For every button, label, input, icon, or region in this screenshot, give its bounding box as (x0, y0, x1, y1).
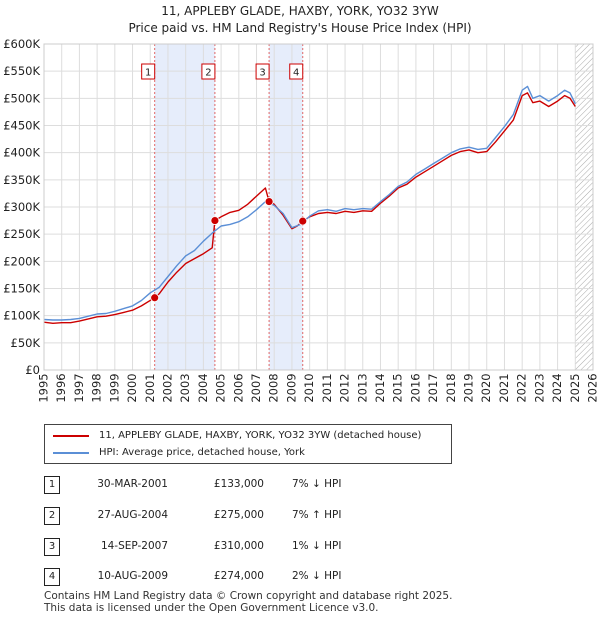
legend-swatch-property (53, 435, 89, 437)
plot-border (43, 43, 594, 371)
x-tick-label: 2024 (550, 373, 564, 402)
sale-marker-label: 4 (293, 68, 299, 79)
legend-swatch-hpi (53, 452, 89, 454)
x-tick-label: 2015 (391, 373, 405, 402)
y-tick-label: £200K (3, 254, 40, 268)
sale-price: £274,000 (213, 570, 264, 582)
sale-number-badge: 1 (44, 476, 60, 494)
sale-number-badge: 2 (44, 507, 60, 525)
y-tick-label: £350K (3, 173, 40, 187)
sale-date: 27-AUG-2004 (97, 509, 168, 521)
x-tick-label: 2002 (160, 373, 174, 402)
sale-price: £133,000 (213, 478, 264, 490)
chart-title: 11, APPLEBY GLADE, HAXBY, YORK, YO32 3YW (161, 4, 439, 18)
hpi-line (43, 85, 576, 321)
y-tick-label: £300K (3, 200, 40, 214)
sale-marker-badge (289, 63, 304, 80)
y-tick-label: £250K (3, 227, 40, 241)
y-tick-label: £100K (3, 309, 40, 323)
x-tick-label: 2020 (479, 373, 493, 402)
x-tick-label: 2012 (338, 373, 352, 402)
sale-point (298, 216, 308, 226)
y-tick-label: £50K (11, 336, 41, 350)
sale-row: 4 10-AUG-2009 £274,000 2% ↓ HPI (44, 568, 564, 586)
sale-date: 10-AUG-2009 (97, 570, 168, 582)
sale-marker-badge (255, 63, 270, 80)
x-tick-label: 2006 (231, 373, 245, 402)
sale-row: 1 30-MAR-2001 £133,000 7% ↓ HPI (44, 476, 564, 494)
sale-marker-badge (141, 63, 156, 80)
sale-hpi-diff: 7% ↓ HPI (292, 478, 342, 490)
price-chart: 11, APPLEBY GLADE, HAXBY, YORK, YO32 3YW… (3, 4, 599, 403)
sale-hpi-diff: 7% ↑ HPI (292, 509, 342, 521)
chart-legend: 11, APPLEBY GLADE, HAXBY, YORK, YO32 3YW… (44, 424, 452, 464)
x-tick-label: 2016 (408, 373, 422, 402)
plot-area: 1 2 3 4 £0 £50K £100K £150K £200K £250K £300K £350K… (3, 37, 599, 403)
footer-line-copyright: Contains HM Land Registry data © Crown c… (44, 590, 453, 602)
chart-subtitle: Price paid vs. HM Land Registry's House … (128, 21, 471, 35)
sale-number-badge: 4 (44, 568, 60, 586)
x-tick-label: 1999 (107, 373, 121, 402)
x-tick-label: 2005 (214, 373, 228, 402)
sale-marker-badge (201, 63, 216, 80)
x-tick-label: 2010 (302, 373, 316, 402)
x-tick-label: 2008 (267, 373, 281, 402)
sale-point (150, 293, 160, 303)
x-tick-label: 2018 (444, 373, 458, 402)
sale-price: £310,000 (213, 540, 264, 552)
x-tick-label: 2017 (426, 373, 440, 402)
x-tick-label: 2014 (373, 373, 387, 402)
y-tick-label: £550K (3, 64, 40, 78)
y-tick-label: £0 (25, 363, 40, 377)
x-tick-label: 1997 (72, 373, 86, 402)
sale-row: 2 27-AUG-2004 £275,000 7% ↑ HPI (44, 507, 564, 525)
x-tick-label: 2000 (125, 373, 139, 402)
sale-price: £275,000 (213, 509, 264, 521)
sale-point (264, 197, 274, 206)
y-tick-label: £150K (3, 282, 40, 296)
x-tick-label: 2025 (568, 373, 582, 402)
x-tick-label: 2019 (462, 373, 476, 402)
sale-point (210, 216, 220, 225)
x-tick-label: 2013 (355, 373, 369, 402)
x-tick-label: 2003 (178, 373, 192, 402)
x-tick-label: 2026 (586, 373, 600, 402)
y-tick-label: £500K (3, 91, 40, 105)
sale-hpi-diff: 1% ↓ HPI (292, 540, 342, 552)
sale-marker-label: 3 (259, 68, 265, 79)
x-tick-label: 2004 (196, 373, 210, 402)
sale-date: 30-MAR-2001 (97, 478, 168, 490)
y-tick-label: £400K (3, 146, 40, 160)
x-tick-label: 2001 (143, 373, 157, 402)
x-tick-label: 1995 (37, 373, 51, 402)
sale-hpi-diff: 2% ↓ HPI (292, 570, 342, 582)
sale-marker-label: 1 (145, 68, 151, 79)
x-tick-label: 1996 (54, 373, 68, 402)
legend-label-property: 11, APPLEBY GLADE, HAXBY, YORK, YO32 3YW… (99, 430, 422, 441)
legend-label-hpi: HPI: Average price, detached house, York (99, 447, 305, 458)
x-tick-label: 2009 (284, 373, 298, 402)
sale-marker-label: 2 (205, 68, 211, 79)
sale-row: 3 14-SEP-2007 £310,000 1% ↓ HPI (44, 538, 564, 556)
x-tick-label: 2011 (320, 373, 334, 402)
y-tick-label: £450K (3, 119, 40, 133)
footer-attribution: Contains HM Land Registry data © Crown c… (44, 590, 452, 614)
sale-date: 14-SEP-2007 (100, 540, 168, 552)
x-tick-label: 2022 (515, 373, 529, 402)
x-tick-label: 2023 (532, 373, 546, 402)
x-tick-label: 2007 (249, 373, 263, 402)
y-tick-label: £600K (3, 37, 40, 51)
x-tick-label: 2021 (497, 373, 511, 402)
sale-number-badge: 3 (44, 538, 60, 556)
footer-line-licence: This data is licensed under the Open Gov… (44, 602, 379, 614)
x-tick-label: 1998 (90, 373, 104, 402)
